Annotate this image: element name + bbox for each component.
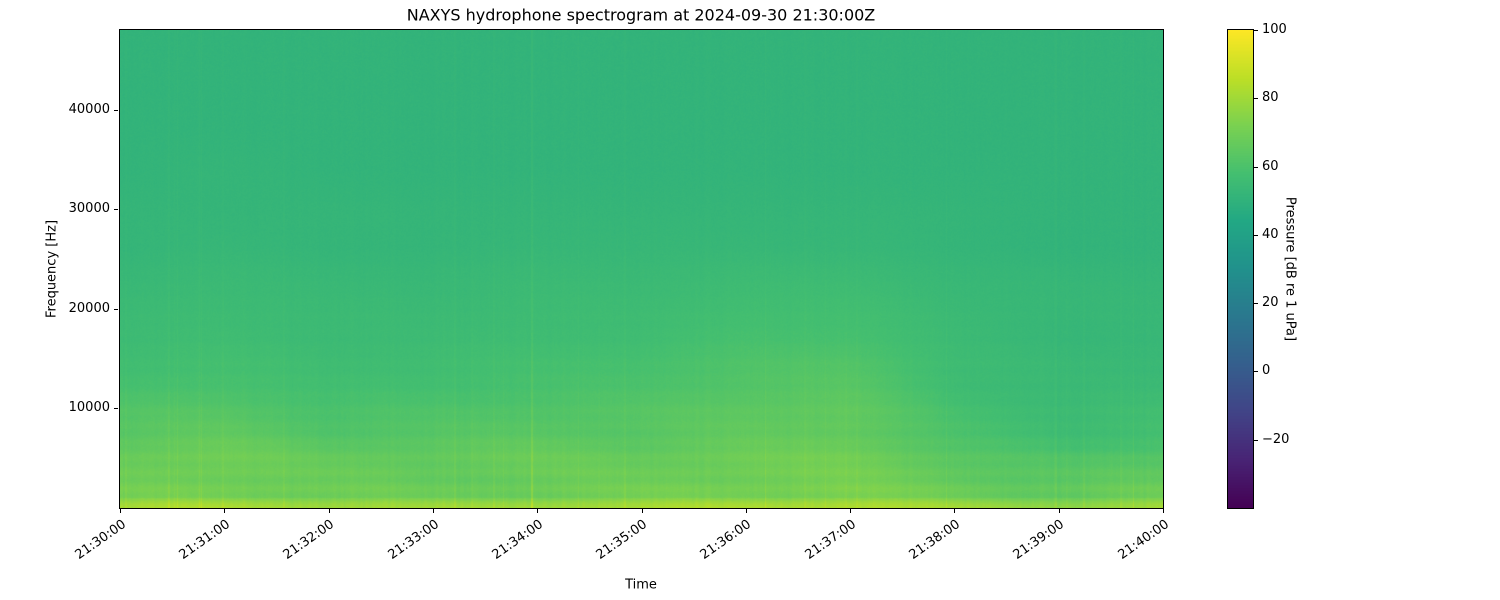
x-tick-mark (954, 509, 956, 513)
chart-title: NAXYS hydrophone spectrogram at 2024-09-… (406, 5, 876, 25)
colorbar-label: Pressure [dB re 1 uPa] (1282, 196, 1298, 342)
x-tick-mark (1058, 509, 1060, 513)
x-tick-label: 21:32:00 (280, 517, 338, 563)
x-tick-mark (432, 509, 434, 513)
x-tick-label: 21:31:00 (176, 517, 233, 563)
y-tick-mark (114, 109, 118, 111)
colorbar-canvas (1228, 30, 1253, 508)
x-tick-mark (120, 509, 121, 513)
y-tick-label: 10000 (68, 400, 110, 416)
x-tick-label: 21:35:00 (593, 517, 651, 563)
x-tick-label: 21:37:00 (802, 517, 859, 563)
colorbar-tick-mark (1254, 166, 1258, 168)
colorbar-tick-label: 40 (1262, 226, 1279, 242)
colorbar-tick-label: 0 (1262, 363, 1271, 379)
colorbar-tick-mark (1254, 439, 1258, 441)
x-tick-mark (1163, 509, 1164, 513)
x-tick-label: 21:34:00 (489, 517, 546, 563)
colorbar-tick-label: 20 (1262, 295, 1279, 311)
y-axis-label: Frequency [Hz] (44, 219, 60, 319)
y-tick-label: 20000 (68, 300, 110, 316)
y-tick-label: 30000 (68, 201, 110, 217)
x-tick-mark (641, 509, 643, 513)
y-tick-mark (114, 209, 118, 211)
colorbar-tick-label: 80 (1262, 90, 1279, 106)
x-tick-mark (328, 509, 330, 513)
x-tick-label: 21:40:00 (1115, 517, 1172, 563)
x-tick-label: 21:38:00 (906, 517, 964, 563)
colorbar-tick-mark (1254, 30, 1258, 31)
colorbar-tick-mark (1254, 371, 1258, 373)
x-axis-label: Time (625, 577, 657, 593)
colorbar-tick-label: 60 (1262, 158, 1279, 174)
x-tick-mark (224, 509, 226, 513)
x-tick-label: 21:30:00 (72, 517, 129, 563)
x-tick-label: 21:39:00 (1010, 517, 1068, 563)
colorbar-tick-mark (1254, 303, 1258, 305)
colorbar-tick-label: 100 (1262, 22, 1287, 37)
x-tick-mark (850, 509, 852, 513)
plot-area (119, 29, 1164, 509)
colorbar-tick-label: −20 (1262, 431, 1290, 447)
x-tick-mark (745, 509, 747, 513)
x-tick-mark (537, 509, 539, 513)
y-tick-label: 40000 (68, 101, 110, 117)
colorbar (1227, 29, 1254, 509)
y-tick-mark (114, 308, 118, 310)
colorbar-tick-mark (1254, 98, 1258, 100)
y-tick-mark (114, 408, 118, 410)
x-tick-label: 21:33:00 (385, 517, 442, 563)
x-tick-label: 21:36:00 (697, 517, 755, 563)
colorbar-tick-mark (1254, 234, 1258, 236)
spectrogram-heatmap-canvas (120, 30, 1163, 508)
